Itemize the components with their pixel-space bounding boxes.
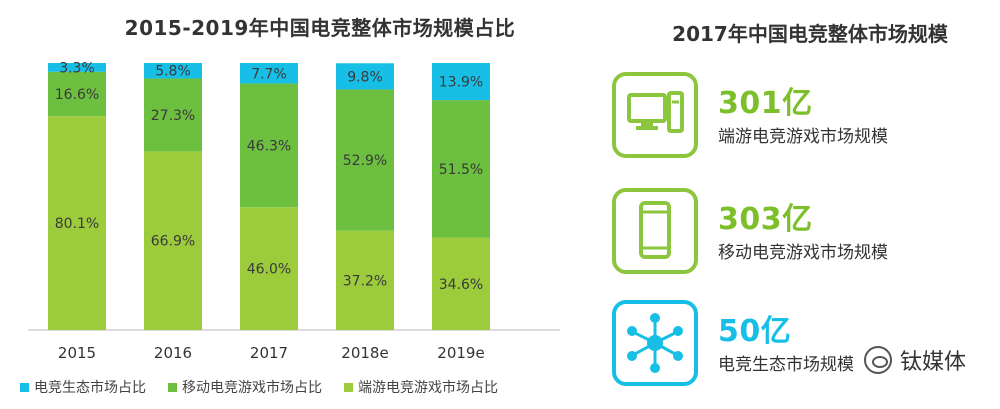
bar-segment — [240, 63, 298, 84]
bar-segment — [48, 116, 106, 331]
right-panel-title: 2017年中国电竞整体市场规模 — [672, 22, 948, 46]
bar-segment — [48, 71, 106, 117]
mobile-phone-icon — [612, 188, 698, 274]
data-label: 51.5% — [439, 162, 483, 178]
watermark-text: 钛媒体 — [900, 350, 967, 375]
stat-card-pc: 301亿 端游电竞游戏市场规模 — [612, 72, 972, 162]
wechat-icon — [864, 346, 892, 374]
data-label: 3.3% — [59, 60, 95, 76]
stacked-bar-chart: 80.1% 16.6% 3.3% 2015 66.9% 27.3% 5.8% 2016 46.0… — [28, 60, 560, 362]
legend-swatch-pc — [344, 382, 353, 392]
chart-legend: 电竞生态市场占比 移动电竞游戏市场占比 端游电竞游戏市场占比 — [20, 377, 498, 397]
chart-title: 2015-2019年中国电竞整体市场规模占比 — [124, 16, 516, 40]
x-tick-label: 2018e — [341, 344, 388, 362]
bar-segment — [432, 100, 490, 238]
data-label: 13.9% — [439, 75, 483, 91]
stat-label-ecosystem: 电竞生态市场规模 — [718, 355, 854, 375]
legend-swatch-ecosystem — [20, 382, 29, 392]
data-label: 5.8% — [155, 64, 191, 80]
x-tick-label: 2017 — [250, 344, 288, 362]
data-label: 9.8% — [347, 69, 383, 85]
legend-item-pc: 端游电竞游戏市场占比 — [344, 377, 498, 397]
legend-label-ecosystem: 电竞生态市场占比 — [34, 380, 146, 396]
data-label: 46.0% — [247, 262, 291, 278]
bar-segment — [144, 63, 202, 79]
network-hub-icon — [612, 300, 698, 386]
x-tick-label: 2015 — [58, 344, 96, 362]
stat-card-ecosystem: 50亿 电竞生态市场规模 — [612, 300, 972, 390]
bar-segment — [240, 83, 298, 208]
x-tick-label: 2016 — [154, 344, 192, 362]
data-label: 52.9% — [343, 153, 387, 169]
stat-value-mobile: 303亿 — [718, 202, 813, 237]
data-label: 7.7% — [251, 66, 287, 82]
data-label: 27.3% — [151, 108, 195, 124]
bar-segment — [336, 230, 394, 330]
bar-segment — [432, 237, 490, 330]
stat-card-mobile: 303亿 移动电竞游戏市场规模 — [612, 188, 972, 278]
legend-label-mobile: 移动电竞游戏市场占比 — [182, 380, 322, 396]
x-tick-label: 2019e — [437, 344, 484, 362]
stat-value-ecosystem: 50亿 — [718, 314, 792, 349]
data-label: 34.6% — [439, 277, 483, 293]
data-label: 80.1% — [55, 216, 99, 232]
legend-item-ecosystem: 电竞生态市场占比 — [20, 377, 146, 397]
legend-swatch-mobile — [168, 382, 177, 392]
desktop-computer-icon — [612, 72, 698, 158]
bar-segment — [240, 207, 298, 330]
data-label: 66.9% — [151, 234, 195, 250]
stat-value-pc: 301亿 — [718, 86, 813, 121]
data-label: 46.3% — [247, 138, 291, 154]
data-label: 16.6% — [55, 87, 99, 103]
stat-label-pc: 端游电竞游戏市场规模 — [718, 127, 888, 147]
bar-segment — [336, 63, 394, 90]
bar-segment — [144, 151, 202, 330]
legend-label-pc: 端游电竞游戏市场占比 — [358, 380, 498, 396]
bar-segment — [336, 89, 394, 231]
bar-segment — [432, 63, 490, 101]
stat-label-mobile: 移动电竞游戏市场规模 — [718, 243, 888, 263]
bar-segment — [48, 63, 106, 72]
legend-item-mobile: 移动电竞游戏市场占比 — [168, 377, 322, 397]
bar-segment — [144, 78, 202, 152]
data-label: 37.2% — [343, 273, 387, 289]
watermark: 钛媒体 — [860, 342, 971, 378]
